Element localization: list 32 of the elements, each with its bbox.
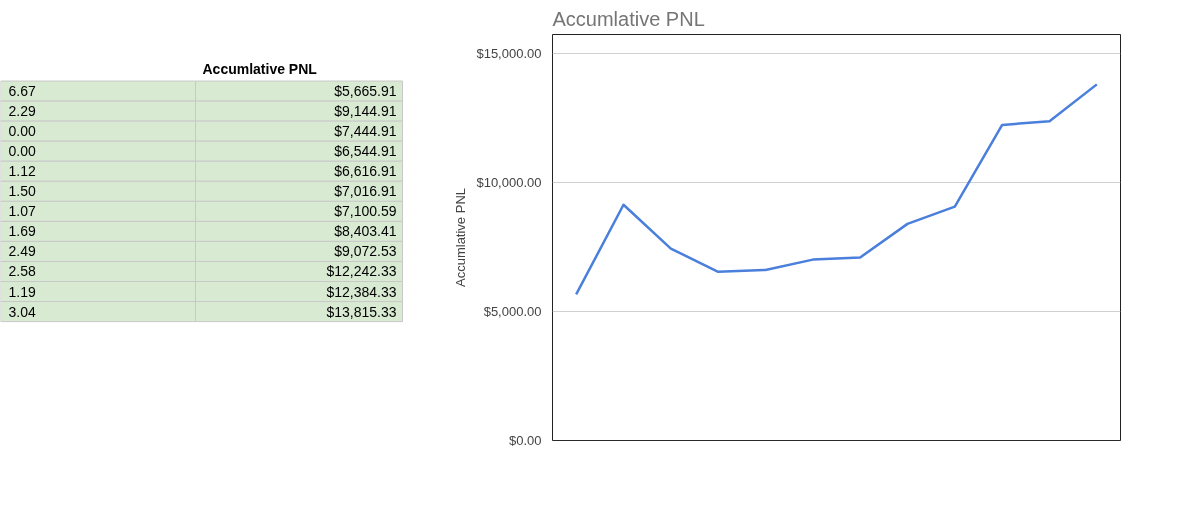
text: $6,616.91 (334, 163, 397, 180)
text: $9,144.91 (334, 103, 397, 120)
text: $6,544.91 (334, 143, 397, 160)
text: $9,072.53 (334, 243, 397, 260)
text: $13,815.33 (326, 303, 397, 320)
y-axis-title: Accumlative PNL (453, 188, 469, 287)
text: $12,384.33 (326, 283, 397, 300)
text: 3.04 (8, 303, 36, 320)
text: 0.00 (8, 143, 36, 160)
text: $7,100.59 (334, 203, 397, 220)
text: 0.00 (8, 123, 36, 140)
text: 6.67 (8, 83, 36, 100)
text: $7,016.91 (334, 183, 397, 200)
y-tick-label: $10,000.00 (476, 175, 542, 191)
text: 1.19 (8, 283, 36, 300)
text: 1.12 (8, 163, 36, 180)
text: Accumlative PNL (202, 60, 318, 77)
text: $5,665.91 (334, 83, 397, 100)
text: 1.50 (8, 183, 36, 200)
text: 1.69 (8, 223, 36, 240)
text: 1.07 (8, 203, 36, 220)
text: $8,403.41 (334, 223, 397, 240)
line-series (574, 83, 1099, 296)
text: $7,444.91 (334, 123, 397, 140)
chart-title: Accumlative PNL (552, 7, 705, 30)
text: $12,242.33 (326, 263, 397, 280)
y-tick-label: $0.00 (508, 433, 542, 448)
y-tick-label: $5,000.00 (483, 304, 542, 320)
text: 2.58 (8, 263, 36, 280)
text: 2.49 (8, 243, 36, 260)
text: 2.29 (8, 103, 36, 120)
y-tick-label: $15,000.00 (476, 46, 542, 62)
